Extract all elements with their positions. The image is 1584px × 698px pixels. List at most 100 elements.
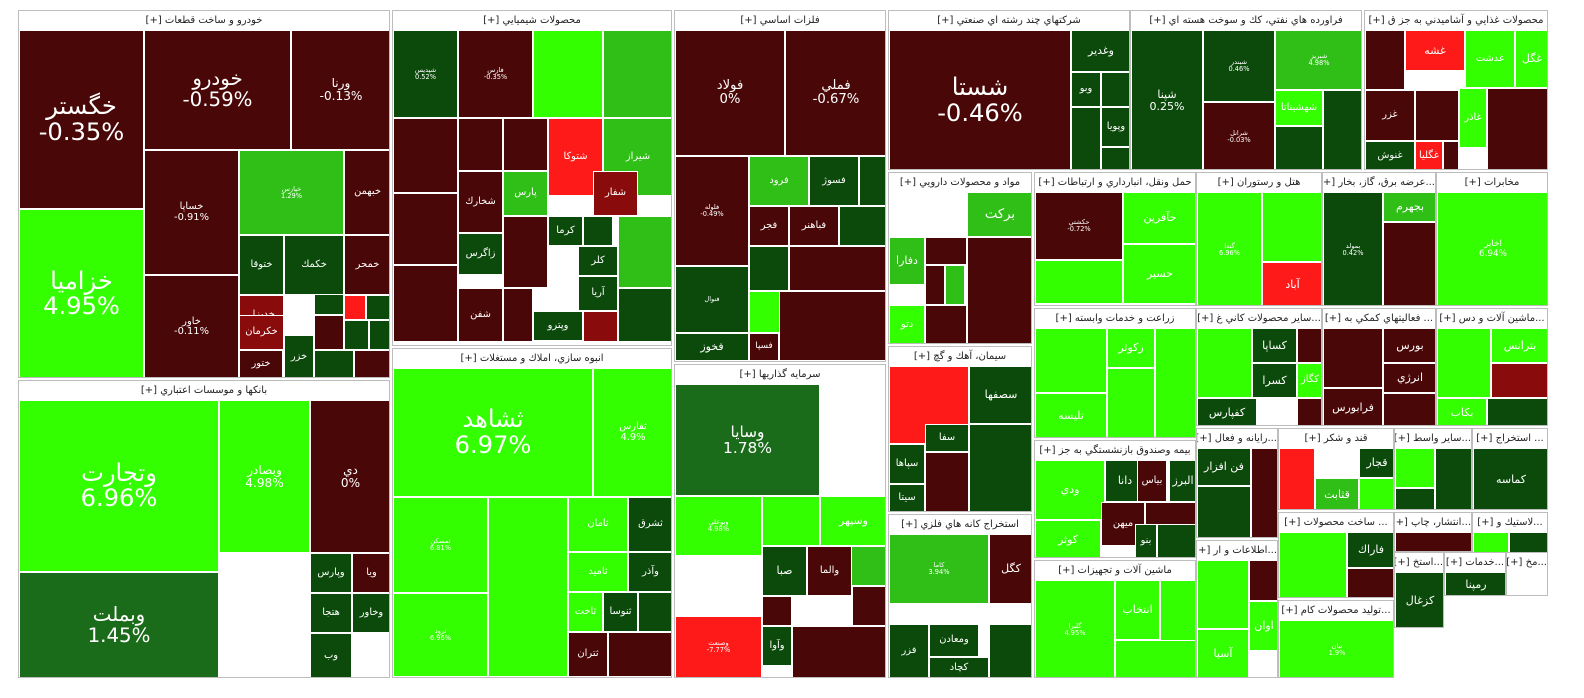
stock-tile-وب[interactable]: وب [310, 633, 352, 677]
filler-tile[interactable] [583, 216, 613, 246]
stock-tile-حكشتي[interactable]: حكشتي -0.72% [1035, 192, 1123, 260]
sector-header[interactable]: ...انتشار، چاپ [+] [1395, 513, 1471, 532]
stock-tile-البرز[interactable]: البرز [1169, 460, 1195, 502]
filler-tile[interactable] [503, 118, 548, 171]
filler-tile[interactable] [1107, 368, 1155, 437]
filler-tile[interactable] [608, 632, 671, 677]
stock-tile-ثفارس[interactable]: ثفارس 4.9% [593, 368, 671, 497]
filler-tile[interactable] [1395, 488, 1435, 509]
stock-tile-انرژي[interactable]: انرژي [1383, 363, 1435, 393]
filler-tile[interactable] [925, 237, 967, 265]
stock-tile-انتخاب[interactable]: انتخاب [1115, 580, 1160, 640]
stock-tile-فخوز[interactable]: فخوز [675, 333, 749, 361]
filler-tile[interactable] [1359, 478, 1393, 509]
stock-tile-خگستر[interactable]: خگستر -0.35% [19, 30, 144, 209]
filler-tile[interactable] [1262, 192, 1321, 262]
stock-tile-غزر[interactable]: غزر [1365, 90, 1415, 141]
filler-tile[interactable] [762, 596, 792, 626]
filler-tile[interactable] [1157, 524, 1195, 557]
stock-tile-اخابر[interactable]: اخابر 6.94% [1437, 192, 1547, 305]
stock-tile-كماسه[interactable]: كماسه [1473, 448, 1547, 509]
filler-tile[interactable] [779, 291, 885, 361]
filler-tile[interactable] [369, 320, 389, 350]
stock-tile-سيتا[interactable]: سيتا [889, 484, 925, 511]
stock-tile-شبريز[interactable]: شبريز 4.98% [1275, 30, 1361, 90]
stock-tile-قثابت[interactable]: قثابت [1315, 478, 1359, 509]
filler-tile[interactable] [1249, 560, 1277, 601]
stock-tile-شپديس[interactable]: شپديس 0.52% [393, 30, 458, 118]
filler-tile[interactable] [1487, 88, 1547, 169]
sector-header[interactable]: شركتهاي چند رشته اي صنعتي [+] [889, 11, 1129, 30]
sector-header[interactable]: انبوه سازي، املاك و مستغلات [+] [393, 349, 671, 368]
sector-header[interactable]: حمل ونقل، انبارداري و ارتباطات [+] [1035, 173, 1195, 192]
stock-tile-كلر[interactable]: كلر [578, 246, 618, 276]
sector-header[interactable]: ...استخ [+] [1395, 553, 1443, 572]
stock-tile-فنوال[interactable]: فنوال [675, 266, 749, 333]
stock-tile-خزاميا[interactable]: خزاميا 4.95% [19, 209, 144, 377]
filler-tile[interactable] [1101, 147, 1129, 169]
stock-tile-بجهرم[interactable]: بجهرم [1383, 192, 1435, 222]
sector-header[interactable]: زراعت و خدمات وابسته [+] [1035, 309, 1195, 328]
sector-header[interactable]: ...مخ [+] [1507, 553, 1547, 572]
filler-tile[interactable] [354, 350, 389, 377]
stock-tile-سفا[interactable]: سفا [925, 424, 969, 452]
filler-tile[interactable] [458, 118, 503, 171]
stock-tile-كساپا[interactable]: كساپا [1252, 328, 1297, 363]
stock-tile-وخاور[interactable]: وخاور [352, 593, 389, 633]
filler-tile[interactable] [1275, 126, 1323, 169]
stock-tile-كسرا[interactable]: كسرا [1252, 363, 1297, 398]
filler-tile[interactable] [792, 626, 885, 677]
stock-tile-فرابورس[interactable]: فرابورس [1323, 388, 1383, 425]
stock-tile-فملي[interactable]: فملي -0.67% [785, 30, 885, 156]
stock-tile-خزر[interactable]: خزر [284, 335, 314, 377]
stock-tile-اوان[interactable]: اوان [1249, 601, 1277, 651]
sector-header[interactable]: محصولات شيميايي [+] [393, 11, 671, 30]
stock-tile-كگل[interactable]: كگل [989, 534, 1031, 604]
filler-tile[interactable] [789, 246, 885, 291]
stock-tile-بياس[interactable]: بياس [1137, 460, 1167, 502]
sector-header[interactable]: خودرو و ساخت قطعات [+] [19, 11, 389, 30]
stock-tile-سصفها[interactable]: سصفها [969, 366, 1031, 424]
stock-tile-زكوثر[interactable]: زكوثر [1107, 328, 1155, 368]
filler-tile[interactable] [749, 246, 789, 291]
filler-tile[interactable] [1071, 107, 1101, 169]
filler-tile[interactable] [1435, 448, 1471, 509]
stock-tile-بركت[interactable]: بركت [967, 192, 1031, 237]
stock-tile-غدشت[interactable]: غدشت [1465, 30, 1515, 88]
filler-tile[interactable] [925, 305, 967, 343]
filler-tile[interactable] [503, 216, 548, 288]
sector-header[interactable]: ...ساير محصولات كاني غ [+] [1197, 309, 1321, 328]
stock-tile-شستا[interactable]: شستا -0.46% [889, 30, 1071, 169]
stock-tile-كوثر[interactable]: كوثر [1035, 520, 1101, 557]
sector-header[interactable]: مخابرات [+] [1437, 173, 1547, 192]
stock-tile-ويا[interactable]: ويا [352, 553, 389, 593]
filler-tile[interactable] [533, 30, 603, 118]
stock-tile-شپنا[interactable]: شپنا 0.25% [1131, 30, 1203, 169]
sector-header[interactable]: ...لاستيك و [+] [1473, 513, 1547, 532]
stock-tile-شفن[interactable]: شفن [458, 288, 503, 342]
sector-header[interactable]: سرمايه گذاريها [+] [675, 365, 885, 384]
stock-tile-ثتران[interactable]: ثتران [568, 632, 608, 677]
stock-tile-كرما[interactable]: كرما [548, 216, 583, 246]
stock-tile-سپاها[interactable]: سپاها [889, 444, 925, 484]
filler-tile[interactable] [314, 350, 354, 377]
stock-tile-والما[interactable]: والما [807, 546, 852, 596]
filler-tile[interactable] [1395, 448, 1435, 488]
sector-header[interactable]: بانكها و موسسات اعتباري [+] [19, 381, 389, 400]
filler-tile[interactable] [344, 320, 369, 350]
filler-tile[interactable] [945, 265, 965, 305]
filler-tile[interactable] [1035, 260, 1123, 304]
sector-header[interactable]: ...رايانه و فعال [+] [1197, 429, 1277, 448]
stock-tile-خپارس[interactable]: خپارس 1.29% [239, 150, 344, 235]
stock-tile-تيان[interactable]: تيان 1.9% [1279, 620, 1393, 677]
sector-header[interactable]: بيمه وصندوق بازنشستگي به جز [+] [1035, 441, 1195, 460]
stock-tile-كچاد[interactable]: كچاد [929, 657, 989, 677]
filler-tile[interactable] [762, 496, 820, 546]
stock-tile-وآذر[interactable]: وآذر [628, 552, 671, 592]
stock-tile-كفپارس[interactable]: كفپارس [1197, 398, 1257, 425]
filler-tile[interactable] [967, 237, 1031, 343]
stock-tile-گلبرا[interactable]: گلبرا 4.95% [1035, 580, 1115, 677]
stock-tile-دي[interactable]: دي 0% [310, 400, 389, 553]
stock-tile-خاور[interactable]: خاور -0.11% [144, 275, 239, 377]
filler-tile[interactable] [366, 295, 389, 320]
